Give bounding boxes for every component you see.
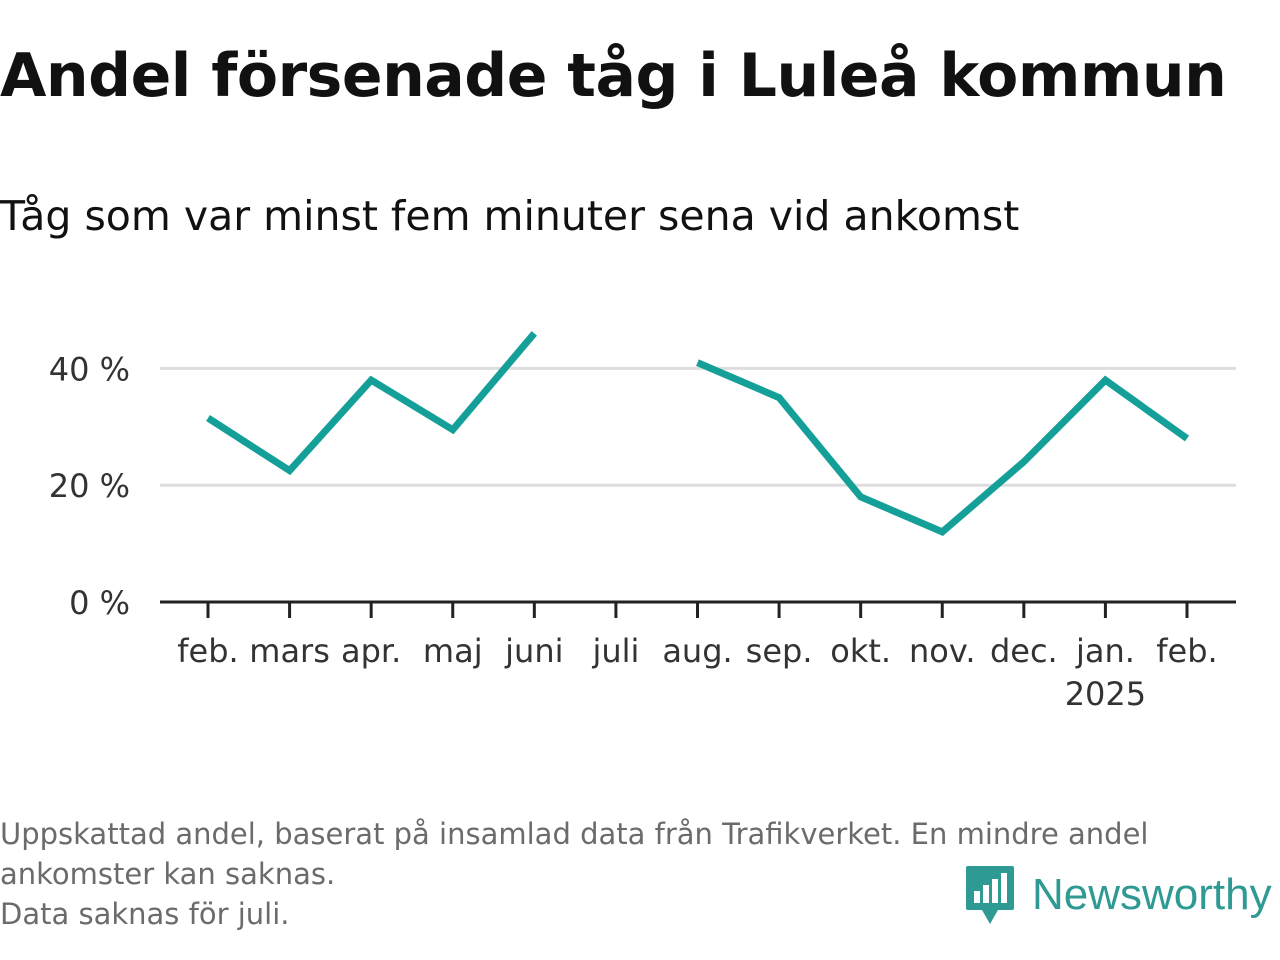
x-tick-label: apr. [341, 632, 401, 670]
y-axis-ticks: 0 % 20 % 40 % [49, 350, 130, 622]
y-tick-label: 40 % [49, 350, 130, 388]
brand-name: Newsworthy [1032, 870, 1272, 919]
series-line-segment [206, 331, 537, 476]
line-chart: 0 % 20 % 40 % feb. mars apr. maj juni juli aug. s… [49, 331, 1236, 713]
brand-logo: Newsworthy [964, 862, 1272, 928]
x-tick-label: feb. [1156, 632, 1217, 670]
x-tick-label: nov. [909, 632, 975, 670]
chart-title: Andel försenade tåg i Luleå kommun [0, 41, 1227, 111]
x-tick-label: sep. [746, 632, 813, 670]
x-tick-label: okt. [830, 632, 891, 670]
x-tick-label: dec. [990, 632, 1058, 670]
chart-notes: Uppskattad andel, baserat på insamlad da… [0, 814, 1270, 934]
y-tick-label: 20 % [49, 467, 130, 505]
x-tick-label: maj [423, 632, 483, 670]
chart-subtitle: Tåg som var minst fem minuter sena vid a… [0, 192, 1020, 240]
x-axis-ticks: feb. mars apr. maj juni juli aug. sep. okt. nov. d… [177, 602, 1218, 713]
x-tick-sublabel: 2025 [1065, 675, 1146, 713]
y-tick-label: 0 % [69, 584, 130, 622]
note-line: ankomster kan saknas. [0, 857, 336, 891]
x-tick-label: feb. [177, 632, 238, 670]
note-line: Uppskattad andel, baserat på insamlad da… [0, 817, 1149, 851]
series-lines [206, 331, 1190, 536]
gridlines [160, 366, 1236, 487]
x-tick-label: mars [249, 632, 330, 670]
x-tick-label: jan. [1075, 632, 1135, 670]
x-tick-label: juli [591, 632, 639, 670]
newsworthy-logo-icon [966, 866, 1014, 924]
series-line-segment [696, 359, 1190, 536]
x-tick-label: juni [504, 632, 563, 670]
note-line: Data saknas för juli. [0, 897, 290, 931]
x-tick-label: aug. [662, 632, 732, 670]
